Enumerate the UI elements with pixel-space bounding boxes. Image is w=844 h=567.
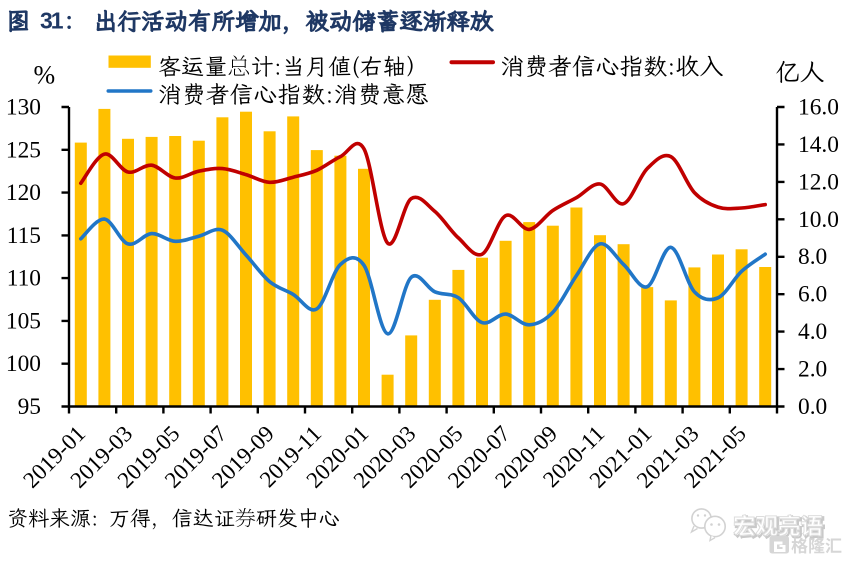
svg-text:31: 31 xyxy=(40,8,64,34)
svg-text:115: 115 xyxy=(7,223,41,249)
svg-text:105: 105 xyxy=(6,308,41,334)
svg-text:6.0: 6.0 xyxy=(798,282,827,308)
svg-text:16.0: 16.0 xyxy=(798,95,839,121)
svg-text:0.0: 0.0 xyxy=(798,394,827,420)
svg-text:120: 120 xyxy=(6,180,41,206)
svg-text:110: 110 xyxy=(7,266,41,292)
svg-text:10.0: 10.0 xyxy=(798,207,839,233)
svg-text:14.0: 14.0 xyxy=(798,132,839,158)
svg-text:12.0: 12.0 xyxy=(798,169,839,195)
svg-text:4.0: 4.0 xyxy=(798,319,827,345)
svg-text:100: 100 xyxy=(6,351,41,377)
svg-text:2.0: 2.0 xyxy=(798,357,827,383)
svg-text:130: 130 xyxy=(6,95,41,121)
svg-text:8.0: 8.0 xyxy=(798,244,827,270)
svg-text:%: % xyxy=(34,61,56,90)
svg-text:95: 95 xyxy=(18,394,41,420)
svg-text:125: 125 xyxy=(6,137,41,163)
